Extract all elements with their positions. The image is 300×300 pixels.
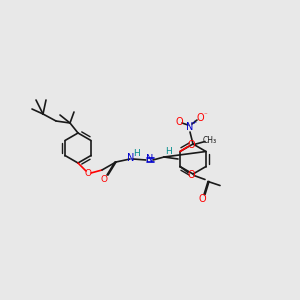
Text: O: O bbox=[175, 117, 183, 127]
Text: O: O bbox=[198, 194, 206, 203]
Text: O: O bbox=[196, 113, 204, 123]
Text: +: + bbox=[191, 121, 196, 125]
Text: O: O bbox=[187, 140, 195, 149]
Text: H: H bbox=[133, 149, 140, 158]
Text: O: O bbox=[100, 175, 107, 184]
Text: O: O bbox=[187, 170, 195, 181]
Text: N: N bbox=[146, 154, 154, 164]
Text: CH₃: CH₃ bbox=[203, 136, 217, 145]
Text: H: H bbox=[165, 148, 171, 157]
Text: N: N bbox=[127, 153, 135, 163]
Text: ⁻: ⁻ bbox=[203, 112, 207, 118]
Text: N: N bbox=[186, 122, 194, 132]
Text: O: O bbox=[85, 169, 92, 178]
